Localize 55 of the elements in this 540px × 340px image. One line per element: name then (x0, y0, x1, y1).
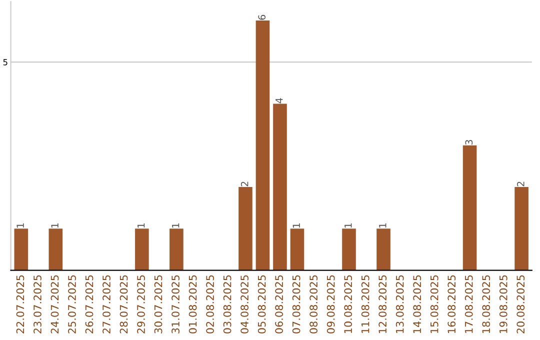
bar (48, 228, 63, 270)
x-tick-label: 22.07.2025 (16, 275, 24, 334)
bar (462, 145, 477, 270)
x-tick-label: 20.08.2025 (516, 275, 525, 334)
x-tick-label: 26.07.2025 (85, 275, 94, 334)
x-tick-label: 09.08.2025 (326, 275, 335, 334)
y-tick-label: 5 (3, 59, 8, 66)
x-tick-label: 05.08.2025 (258, 275, 266, 334)
x-tick-label: 23.07.2025 (34, 275, 42, 334)
data-label: 1 (51, 223, 58, 228)
data-label: 3 (465, 140, 473, 145)
data-label: 1 (379, 223, 386, 228)
x-tick-label: 02.08.2025 (206, 275, 214, 334)
bar (170, 228, 184, 270)
x-tick-label: 19.08.2025 (499, 275, 508, 333)
x-tick-label: 04.08.2025 (240, 275, 248, 334)
x-tick-label: 12.08.2025 (378, 275, 387, 333)
bar (238, 187, 252, 270)
x-tick-label: 27.07.2025 (102, 275, 110, 334)
data-label: 1 (138, 223, 145, 228)
data-label: 1 (172, 223, 180, 228)
data-label: 1 (16, 223, 24, 228)
x-tick-label: 14.08.2025 (413, 275, 422, 333)
bar (342, 228, 356, 270)
x-tick-label: 11.08.2025 (361, 275, 370, 333)
bar (14, 228, 28, 270)
x-tick-label: 03.08.2025 (223, 275, 232, 334)
x-tick-label: 07.08.2025 (292, 275, 300, 334)
x-tick-label: 30.07.2025 (154, 275, 162, 334)
data-label: 6 (258, 14, 266, 20)
x-tick-label: 18.08.2025 (482, 275, 490, 333)
x-tick-label: 29.07.2025 (137, 275, 145, 334)
x-tick-label: 25.07.2025 (68, 275, 76, 334)
x-tick-label: 13.08.2025 (396, 275, 404, 333)
x-tick-label: 10.08.2025 (344, 275, 352, 333)
bar (290, 228, 304, 270)
x-tick-label: 16.08.2025 (448, 275, 456, 333)
data-label: 1 (292, 223, 300, 228)
x-tick-label: 28.07.2025 (120, 275, 128, 334)
data-label: 2 (517, 182, 524, 186)
x-tick-label: 24.07.2025 (50, 275, 59, 334)
data-label: 2 (240, 182, 248, 186)
x-tick-label: 08.08.2025 (310, 275, 318, 334)
bar (135, 228, 149, 270)
bar (256, 20, 270, 270)
x-tick-label: 06.08.2025 (275, 275, 283, 334)
x-tick-label: 15.08.2025 (430, 275, 438, 333)
data-label: 1 (344, 223, 352, 228)
bar (514, 187, 528, 270)
x-tick-label: 17.08.2025 (464, 275, 473, 333)
x-tick-label: 31.07.2025 (172, 275, 180, 334)
x-tick-label: 01.08.2025 (188, 275, 197, 334)
bar (273, 104, 287, 270)
data-label: 4 (276, 98, 283, 104)
bar (376, 228, 390, 270)
